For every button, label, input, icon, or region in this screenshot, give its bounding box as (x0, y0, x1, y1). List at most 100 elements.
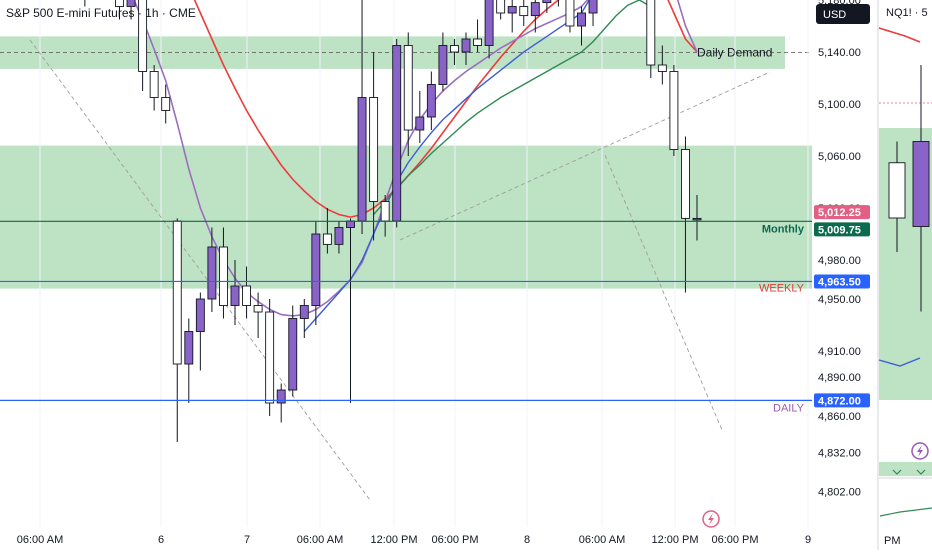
candle-layer (84, 0, 702, 442)
side-candle-0 (888, 141, 906, 252)
candle-57 (657, 45, 667, 85)
currency-label: USD (823, 9, 846, 21)
ma-green-line (373, 0, 652, 215)
side-arrow-right (916, 469, 926, 475)
price-tag-label-1: 5,012.25 (818, 207, 861, 219)
ma-red-line (193, 0, 698, 218)
side-arrow-left (892, 469, 902, 475)
candle-51 (588, 0, 598, 26)
trendline-layer (29, 39, 771, 501)
candle-34 (392, 39, 402, 228)
currency-button[interactable]: USD (816, 4, 870, 24)
y-tick-label-10: 4,950.00 (818, 294, 861, 306)
lightning-icon[interactable] (702, 510, 720, 528)
y-axis: 5,360.005,320.005,270.005,220.005,180.00… (812, 0, 878, 550)
candle-41 (473, 19, 482, 52)
candle-20 (230, 260, 240, 325)
candle-50 (577, 6, 586, 46)
candle-42 (484, 0, 494, 59)
y-tick-label-13: 4,860.00 (818, 411, 861, 423)
zone-3 (0, 145, 812, 289)
x-tick-label-8: 12:00 PM (651, 534, 698, 546)
candle-45 (519, 0, 529, 26)
candle-11 (126, 0, 136, 20)
candle-40 (461, 32, 471, 65)
level-label-2: WEEKLY (759, 282, 805, 294)
x-tick-label-3: 06:00 AM (297, 534, 343, 546)
candle-37 (426, 71, 436, 130)
chart-title: S&P 500 E-mini Futures · 1h · CME (6, 6, 196, 20)
y-tick-label-14: 4,832.00 (818, 447, 861, 459)
price-tag-3[interactable]: 4,963.50 (814, 274, 870, 289)
candle-36 (415, 91, 425, 143)
side-panel: PM (877, 0, 932, 550)
ma-blue-line (303, 0, 591, 332)
candle-48 (557, 0, 559, 7)
level-label-1: Monthly (762, 223, 805, 235)
y-tick-label-9: 4,980.00 (818, 255, 861, 267)
x-tick-label-0: 06:00 AM (17, 534, 63, 546)
trendline-2 (604, 154, 723, 431)
price-tag-4[interactable]: 4,872.00 (814, 393, 870, 408)
price-tag-2[interactable]: 5,009.75 (814, 222, 870, 237)
candle-32 (369, 52, 379, 241)
price-tag-label-4: 4,872.00 (818, 395, 861, 407)
side-ma-red (878, 27, 921, 43)
y-tick-label-4: 5,180.00 (818, 0, 861, 7)
side-x-axis (879, 530, 932, 550)
candle-59 (681, 136, 690, 293)
candle-17 (195, 292, 205, 371)
candle-39 (450, 39, 459, 65)
level-label-3: DAILY (773, 402, 805, 414)
candle-22 (253, 292, 263, 338)
x-axis: 06:00 AM 6 7 06:00 AM 12:00 PM 06:00 PM 8 06:00… (0, 527, 812, 550)
side-lower-ma (879, 507, 932, 517)
candle-28 (322, 208, 332, 254)
x-tick-label-7: 06:00 AM (579, 534, 625, 546)
trendline-1 (399, 71, 771, 241)
candle-58 (669, 65, 679, 156)
candle-24 (276, 383, 286, 423)
y-tick-label-7: 5,060.00 (818, 151, 861, 163)
y-tick-label-12: 4,890.00 (818, 372, 861, 384)
candle-46 (530, 0, 540, 33)
candle-16 (184, 318, 194, 403)
side-candle-1 (912, 65, 930, 312)
price-tag-label-3: 4,963.50 (818, 276, 861, 288)
level-layer: MONTHLYMonthlyWEEKLYDAILY (0, 220, 814, 414)
candle-60 (692, 195, 702, 241)
trendline-0 (29, 39, 371, 501)
candle-49 (565, 0, 575, 33)
candle-35 (403, 32, 413, 156)
x-tick-label-9: 06:00 PM (711, 534, 758, 546)
candle-18 (207, 227, 217, 312)
y-tick-label-15: 4,802.00 (818, 486, 861, 498)
candle-21 (242, 266, 252, 319)
candle-29 (334, 221, 344, 254)
candle-19 (218, 227, 228, 319)
candle-14 (161, 84, 171, 124)
side-x-tick-label: PM (884, 535, 901, 547)
candle-26 (299, 299, 309, 338)
candle-10 (115, 0, 124, 20)
grid-layer (39, 0, 809, 527)
candle-23 (265, 299, 275, 416)
y-tick-label-6: 5,100.00 (818, 99, 861, 111)
price-tag-label-2: 5,009.75 (818, 224, 861, 236)
side-lower-zone (879, 462, 932, 476)
x-tick-label-5: 06:00 PM (431, 534, 478, 546)
side-lightning-icon[interactable] (911, 442, 929, 460)
candle-47 (542, 0, 552, 13)
x-axis-background (0, 527, 812, 550)
side-chart-title: NQ1! · 5 (886, 7, 928, 19)
candle-44 (507, 0, 517, 33)
candle-56 (646, 0, 656, 78)
candle-12 (138, 0, 148, 91)
x-tick-label-1: 6 (158, 534, 164, 546)
price-tag-1[interactable]: 5,012.25 (814, 205, 870, 220)
candle-27 (311, 221, 321, 325)
x-tick-label-6: 8 (524, 534, 530, 546)
x-tick-label-2: 7 (244, 534, 250, 546)
